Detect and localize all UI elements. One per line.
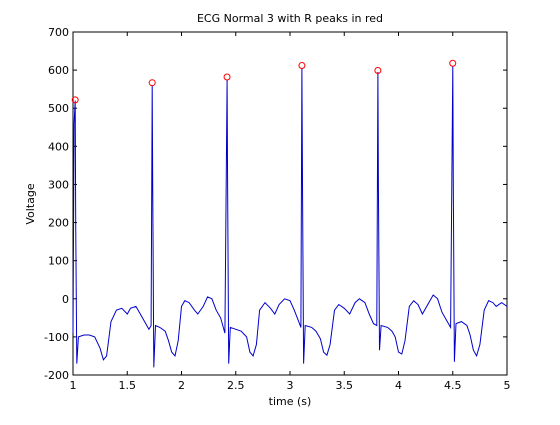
x-tick-label: 2.5: [227, 379, 245, 392]
r-peak-marker: [71, 96, 79, 104]
y-tick-label: 700: [48, 26, 69, 39]
y-tick-label: 500: [48, 102, 69, 115]
r-peak-marker: [374, 66, 382, 74]
y-axis-label: Voltage: [24, 183, 37, 224]
y-tick-label: 0: [62, 293, 69, 306]
ecg-signal-line: [72, 66, 508, 368]
x-axis-label: time (s): [269, 395, 312, 408]
x-tick-label: 1: [70, 379, 77, 392]
r-peak-marker: [223, 73, 231, 81]
y-tick-label: 100: [48, 255, 69, 268]
x-tick-label: 4.5: [444, 379, 462, 392]
y-tick-label: 200: [48, 217, 69, 230]
x-tick-label: 5: [504, 379, 511, 392]
plot-frame: [72, 31, 508, 376]
x-tick-label: 3.5: [336, 379, 354, 392]
x-tick-label: 4: [395, 379, 402, 392]
r-peak-marker: [148, 79, 156, 87]
chart-title: ECG Normal 3 with R peaks in red: [197, 12, 383, 25]
y-tick-label: -200: [44, 369, 69, 382]
plot-area: 1 1.5 2 2.5 3 3.5 4 4.5 5 -200 -100 0 100 200 300 400 50…: [44, 26, 510, 392]
r-peak-marker: [449, 59, 457, 67]
y-tick-label: 600: [48, 64, 69, 77]
r-peak-marker: [298, 62, 306, 70]
x-tick-label: 2: [178, 379, 185, 392]
y-tick-label: -100: [44, 331, 69, 344]
y-tick-label: 400: [48, 140, 69, 153]
x-tick-label: 1.5: [119, 379, 137, 392]
y-tick-label: 300: [48, 178, 69, 191]
x-tick-label: 3: [287, 379, 294, 392]
